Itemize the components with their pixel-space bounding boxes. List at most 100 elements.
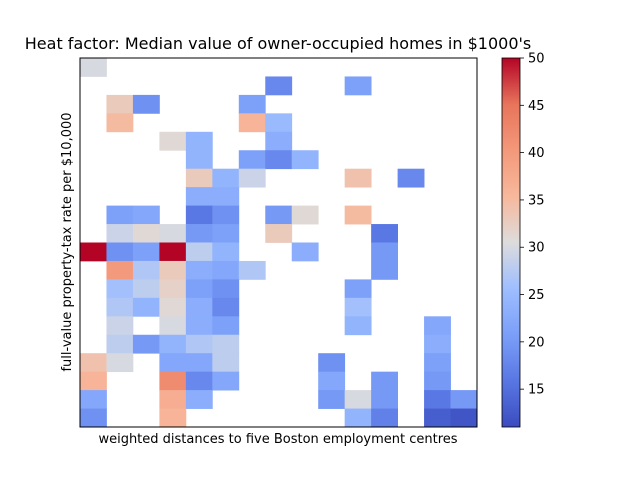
heatmap-cell (185, 279, 213, 299)
heatmap-cell (185, 187, 213, 206)
heatmap-cell (106, 94, 134, 114)
heatmap-cell (371, 224, 398, 243)
heatmap-cell (185, 150, 213, 170)
colorbar-tick-label: 25 (528, 288, 545, 303)
heatmap-cell (185, 168, 213, 188)
heatmap-cell (132, 297, 160, 317)
heatmap-cell (159, 260, 187, 280)
heatmap-cell (344, 205, 372, 225)
heatmap-cell (344, 390, 372, 409)
heatmap-cell (80, 408, 107, 428)
heatmap-cell (159, 390, 187, 409)
heatmap-cell (159, 297, 187, 317)
heatmap-cell (344, 297, 372, 317)
heatmap-cell (212, 279, 240, 299)
heatmap-cell (185, 353, 213, 373)
heatmap-cell (185, 334, 213, 354)
heatmap-cell (106, 224, 134, 243)
heatmap-cell (344, 279, 372, 299)
heatmap-cell (238, 150, 266, 170)
heatmap-cell (371, 390, 398, 409)
colorbar-tick-label: 35 (528, 193, 545, 208)
heatmap-cell (212, 224, 240, 243)
heatmap-cell (424, 334, 451, 354)
heatmap-cell (212, 297, 240, 317)
heatmap-cell (291, 242, 319, 262)
heatmap-cell (159, 131, 187, 151)
heatmap-cell (212, 187, 240, 206)
heatmap-cell (132, 205, 160, 225)
colorbar-tick-label: 45 (528, 99, 545, 114)
colorbar (501, 57, 521, 428)
heatmap-cell (212, 371, 240, 391)
heatmap-cell (265, 205, 293, 225)
heatmap-cell (344, 316, 372, 336)
heatmap-cell (212, 168, 240, 188)
heatmap-cell (159, 353, 187, 373)
heatmap-cell (424, 316, 451, 336)
heatmap-cell (80, 390, 107, 409)
heatmap-cell (132, 242, 160, 262)
plot-frame (79, 57, 478, 428)
heatmap-cell (450, 408, 478, 428)
heatmap-cell (318, 371, 346, 391)
heatmap-cell (185, 390, 213, 409)
heatmap-cell (212, 260, 240, 280)
heatmap-cell (80, 371, 107, 391)
heatmap-cells (80, 58, 478, 428)
heatmap-cell (185, 260, 213, 280)
heatmap-cell (212, 242, 240, 262)
heatmap-cell (132, 94, 160, 114)
heatmap-cell (212, 334, 240, 354)
y-axis-label: full-value property-tax rate per $10,000 (60, 112, 75, 371)
heatmap-cell (106, 334, 134, 354)
heatmap-cell (185, 205, 213, 225)
x-axis-label: weighted distances to five Boston employ… (98, 432, 457, 447)
heatmap-cell (106, 242, 134, 262)
heatmap-cell (424, 371, 451, 391)
heatmap-cell (265, 131, 293, 151)
heatmap-cell (265, 76, 293, 96)
heatmap-cell (424, 353, 451, 373)
heatmap-cell (185, 224, 213, 243)
heatmap-cell (291, 150, 319, 170)
heatmap-cell (185, 297, 213, 317)
colorbar-ticks: 15 20 25 30 35 40 45 50 (520, 52, 545, 398)
heatmap-cell (106, 205, 134, 225)
heatmap-cell (159, 316, 187, 336)
heatmap-cell (265, 113, 293, 133)
chart-title: Heat factor: Median value of owner-occup… (25, 34, 531, 53)
heatmap-cell (238, 168, 266, 188)
heatmap-cell (159, 224, 187, 243)
heatmap-cell (397, 168, 425, 188)
heatmap-cell (318, 390, 346, 409)
heatmap-cell (424, 408, 451, 428)
heatmap-cell (212, 316, 240, 336)
heatmap-cell (371, 242, 398, 262)
heatmap-cell (371, 408, 398, 428)
heatmap-cell (212, 353, 240, 373)
heatmap-cell (80, 353, 107, 373)
heatmap-cell (265, 224, 293, 243)
heatmap-cell (212, 205, 240, 225)
heatmap-cell (106, 316, 134, 336)
heatmap-cell (159, 334, 187, 354)
colorbar-tick-label: 20 (528, 335, 545, 350)
heatmap-cell (80, 58, 107, 77)
heatmap-cell (80, 242, 107, 262)
heatmap-cell (106, 113, 134, 133)
heatmap-cell (238, 94, 266, 114)
heatmap-cell (159, 242, 187, 262)
heatmap-cell (318, 353, 346, 373)
heatmap-cell (159, 408, 187, 428)
heatmap-cell (132, 279, 160, 299)
heatmap-cell (344, 408, 372, 428)
heatmap-cell (291, 205, 319, 225)
heatmap-cell (424, 390, 451, 409)
colorbar-tick-label: 15 (528, 383, 545, 398)
heatmap-cell (185, 131, 213, 151)
heatmap-cell (132, 334, 160, 354)
heatmap-cell (238, 260, 266, 280)
heatmap-cell (106, 279, 134, 299)
heatmap-cell (238, 113, 266, 133)
